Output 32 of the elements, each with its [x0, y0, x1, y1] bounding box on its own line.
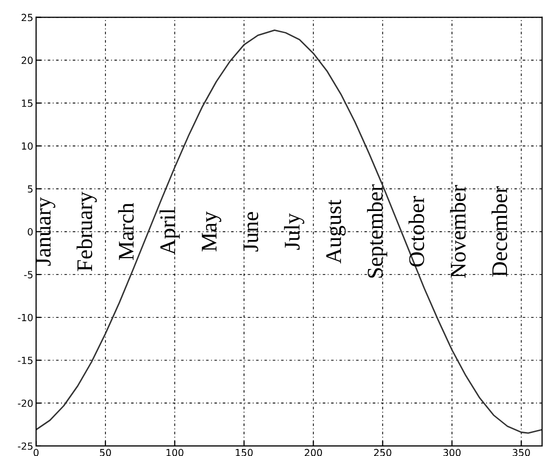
- y-tick-label: -5: [24, 271, 32, 278]
- annotation: December: [492, 186, 508, 277]
- x-tick-label: 250: [374, 448, 392, 456]
- annotation: April: [160, 208, 180, 255]
- y-tick-label: 10: [22, 142, 33, 150]
- x-tick-label: 150: [236, 448, 253, 456]
- annotation: January: [36, 197, 56, 266]
- x-tick-label: 50: [100, 448, 111, 456]
- annotation: August: [326, 200, 346, 264]
- y-tick-label: -20: [18, 400, 33, 407]
- x-tick-label: 200: [304, 448, 322, 456]
- annotation: March: [118, 202, 134, 260]
- x-tick-label: 0: [34, 448, 39, 456]
- x-tick-label: 350: [512, 448, 530, 456]
- y-tick-label: -25: [18, 442, 32, 450]
- x-tick-label: 300: [443, 448, 461, 456]
- y-tick-label: -15: [18, 356, 32, 364]
- annotation: September: [367, 184, 388, 278]
- annotation: June: [243, 212, 258, 252]
- y-tick-label: 15: [22, 100, 32, 107]
- y-tick-label: 0: [28, 228, 33, 236]
- y-tick-label: -10: [18, 314, 33, 322]
- y-tick-label: 20: [22, 56, 33, 64]
- y-tick-label: 5: [28, 185, 32, 193]
- x-tick-label: 100: [166, 448, 184, 456]
- line-series: [36, 29, 542, 434]
- y-tick-label: 25: [22, 14, 32, 22]
- annotation: February: [76, 192, 97, 272]
- annotation: July: [284, 213, 304, 250]
- annotation: November: [450, 184, 466, 278]
- annotation: October: [408, 196, 424, 267]
- annotation: May: [202, 211, 222, 252]
